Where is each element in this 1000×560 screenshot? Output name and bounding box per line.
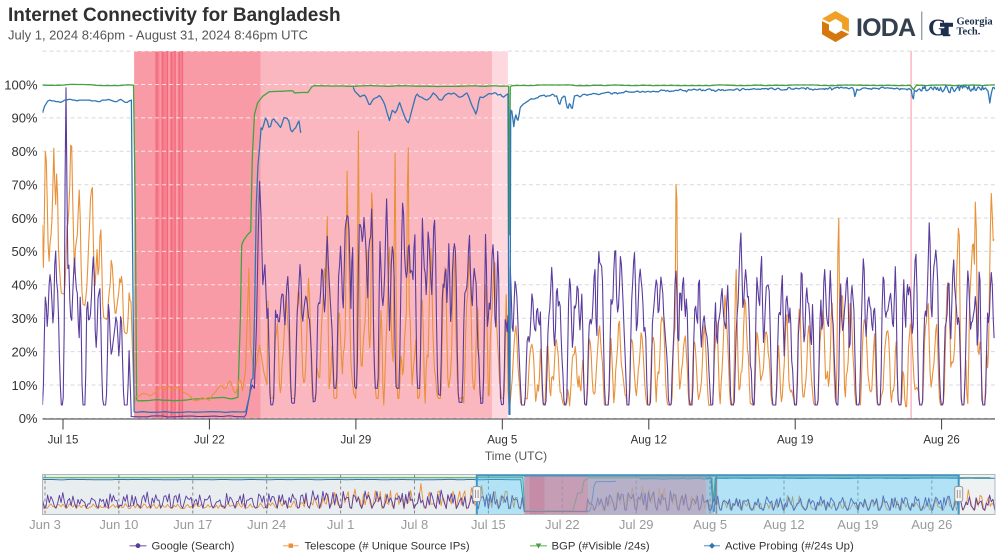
svg-text:BGP (#Visible /24s): BGP (#Visible /24s) [552, 541, 650, 553]
svg-text:Jul 8: Jul 8 [401, 517, 428, 532]
svg-text:Jun 10: Jun 10 [99, 517, 138, 532]
svg-text:70%: 70% [11, 178, 37, 193]
svg-text:Internet Connectivity for Bang: Internet Connectivity for Bangladesh [8, 5, 341, 26]
svg-text:30%: 30% [11, 311, 37, 326]
svg-text:40%: 40% [11, 278, 37, 293]
svg-text:July 1, 2024 8:46pm - August 3: July 1, 2024 8:46pm - August 31, 2024 8:… [8, 28, 308, 43]
svg-text:Jul 29: Jul 29 [341, 435, 372, 447]
svg-text:90%: 90% [11, 111, 37, 126]
svg-text:100%: 100% [4, 77, 38, 92]
svg-text:Aug 26: Aug 26 [923, 435, 959, 447]
svg-text:Google (Search): Google (Search) [152, 541, 235, 553]
svg-text:80%: 80% [11, 144, 37, 159]
svg-text:50%: 50% [11, 244, 37, 259]
svg-text:Time (UTC): Time (UTC) [485, 449, 547, 463]
svg-text:Jul 15: Jul 15 [471, 517, 506, 532]
svg-text:60%: 60% [11, 211, 37, 226]
svg-text:Jul 22: Jul 22 [194, 435, 225, 447]
svg-text:Georgia: Georgia [957, 17, 994, 28]
svg-text:Aug 19: Aug 19 [837, 517, 878, 532]
svg-text:Aug 5: Aug 5 [487, 435, 517, 447]
svg-text:Aug 19: Aug 19 [777, 435, 813, 447]
svg-text:Jul 29: Jul 29 [619, 517, 654, 532]
svg-text:0%: 0% [19, 411, 38, 426]
svg-text:Aug 12: Aug 12 [631, 435, 667, 447]
svg-text:Jun 24: Jun 24 [247, 517, 286, 532]
svg-text:G: G [928, 16, 947, 42]
svg-text:Jun 17: Jun 17 [173, 517, 212, 532]
svg-text:Jul 1: Jul 1 [327, 517, 354, 532]
svg-text:Aug 5: Aug 5 [693, 517, 727, 532]
svg-text:Telescope (# Unique Source IPs: Telescope (# Unique Source IPs) [305, 541, 470, 553]
svg-text:Aug 12: Aug 12 [763, 517, 804, 532]
svg-text:Jul 22: Jul 22 [545, 517, 580, 532]
svg-text:Active Probing (#/24s Up): Active Probing (#/24s Up) [725, 541, 854, 553]
svg-text:10%: 10% [11, 378, 37, 393]
svg-text:Jun 3: Jun 3 [29, 517, 61, 532]
svg-text:20%: 20% [11, 344, 37, 359]
svg-text:Jul 15: Jul 15 [48, 435, 79, 447]
svg-text:Aug 26: Aug 26 [911, 517, 952, 532]
svg-text:Tech.: Tech. [957, 27, 981, 38]
svg-text:IODA: IODA [856, 14, 916, 42]
